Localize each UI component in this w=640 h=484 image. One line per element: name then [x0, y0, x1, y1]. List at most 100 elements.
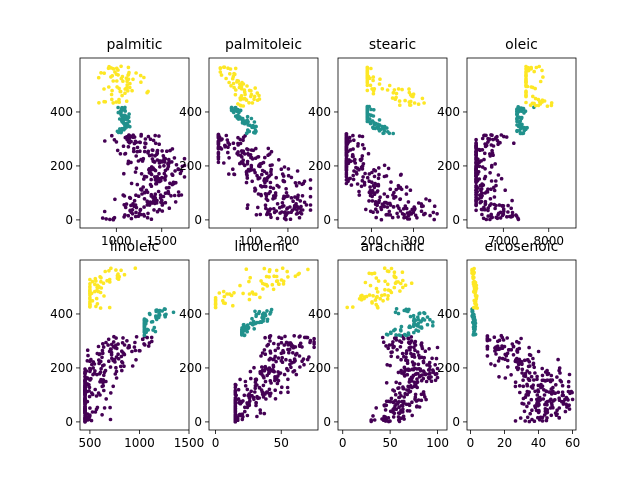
data-point [399, 324, 404, 329]
data-point [478, 183, 483, 188]
data-point [393, 310, 398, 315]
data-point [273, 388, 278, 393]
data-point [476, 186, 480, 190]
data-point [411, 313, 416, 318]
data-point [104, 340, 108, 345]
data-point [161, 194, 166, 199]
data-point [402, 417, 406, 421]
data-point [371, 294, 375, 298]
data-point [474, 137, 478, 142]
data-point [417, 375, 422, 379]
data-point [245, 206, 250, 210]
data-point [365, 108, 370, 113]
data-point [157, 134, 161, 138]
data-point [392, 88, 397, 92]
data-point [556, 357, 560, 362]
data-point [489, 187, 493, 191]
data-point [144, 141, 148, 146]
data-point [256, 192, 261, 196]
data-point [527, 360, 532, 364]
data-point [157, 142, 161, 146]
data-point [308, 178, 313, 182]
data-point [267, 269, 272, 274]
data-point [422, 101, 426, 105]
data-point [365, 77, 370, 81]
data-point [527, 390, 531, 395]
data-point [101, 351, 105, 356]
data-point [382, 192, 387, 196]
data-point [136, 194, 141, 198]
data-point [132, 146, 136, 151]
data-point [142, 174, 147, 179]
data-point [254, 403, 258, 408]
data-point [489, 202, 493, 206]
data-point [167, 185, 171, 190]
data-point [216, 157, 221, 161]
data-point [532, 101, 536, 106]
data-point [247, 169, 251, 173]
data-point [115, 79, 119, 83]
data-point [491, 144, 496, 148]
data-point [395, 211, 399, 216]
data-point [393, 195, 398, 199]
data-point [255, 414, 259, 419]
data-point [249, 389, 253, 394]
data-point [255, 155, 260, 159]
data-point [280, 385, 284, 390]
data-point [374, 286, 379, 291]
data-point [94, 394, 99, 398]
data-point [130, 349, 134, 354]
data-point [519, 336, 523, 341]
data-point [564, 402, 568, 407]
data-point [520, 361, 524, 366]
data-point [134, 71, 138, 75]
data-point [365, 83, 370, 88]
data-point [394, 380, 399, 385]
data-point [408, 103, 412, 107]
data-point [138, 207, 143, 212]
data-point [344, 166, 349, 171]
data-point [369, 107, 373, 112]
data-point [286, 167, 291, 171]
data-point [267, 335, 272, 340]
data-point [544, 378, 549, 383]
data-point [110, 133, 114, 138]
data-point [535, 393, 540, 397]
data-point [518, 416, 523, 420]
data-point [102, 209, 107, 214]
x-tick-label: 40 [531, 436, 546, 450]
data-point [416, 329, 421, 333]
data-point [344, 160, 349, 165]
data-point [536, 103, 541, 108]
data-point [254, 124, 258, 129]
data-point [134, 210, 138, 215]
data-point [269, 149, 274, 154]
data-point [233, 420, 238, 424]
data-point [94, 296, 99, 301]
data-point [275, 202, 280, 206]
data-point [268, 349, 273, 354]
points-eicosenoic [470, 266, 575, 424]
data-point [365, 71, 370, 75]
data-point [289, 196, 294, 200]
data-point [532, 378, 536, 382]
data-point [412, 322, 416, 327]
data-point [256, 311, 261, 316]
data-point [536, 349, 541, 354]
data-point [435, 375, 440, 380]
x-tick-label: 7000 [488, 234, 519, 248]
data-point [278, 211, 282, 215]
data-point [120, 341, 125, 345]
data-point [277, 158, 281, 162]
data-point [388, 187, 393, 191]
data-point [224, 133, 229, 138]
data-point [544, 389, 548, 393]
data-point [380, 87, 385, 91]
data-point [474, 161, 478, 165]
data-point [368, 209, 373, 214]
data-point [264, 274, 269, 279]
data-point [399, 329, 403, 333]
data-point [294, 184, 299, 188]
y-tick-label: 200 [437, 159, 460, 173]
data-point [218, 145, 222, 150]
